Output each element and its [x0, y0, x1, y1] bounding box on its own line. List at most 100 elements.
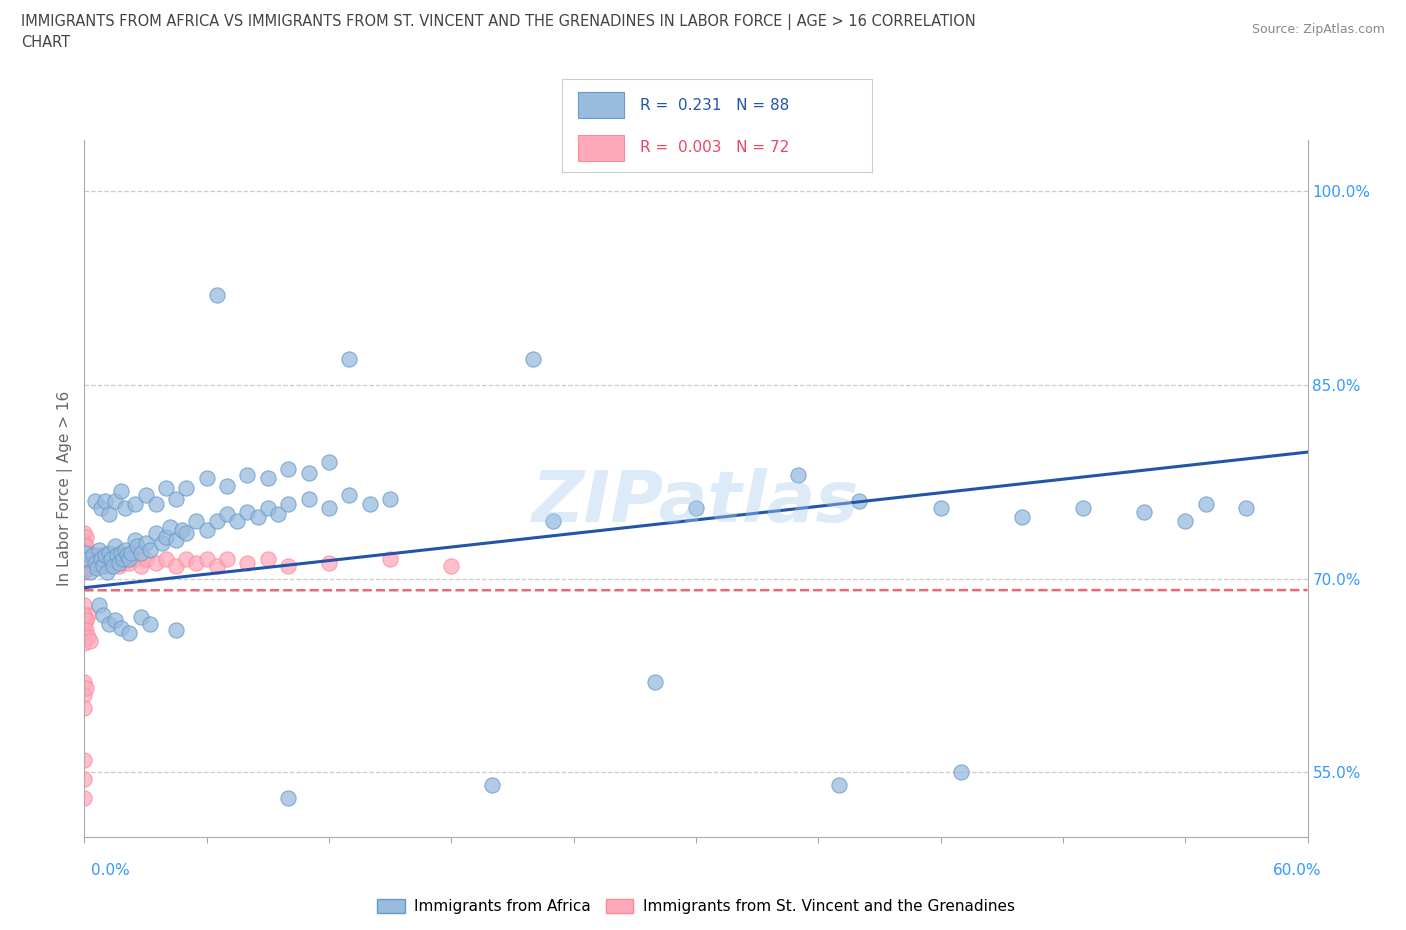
Point [124, 533, 146, 548]
Point [79, 633, 101, 648]
Point [118, 626, 141, 641]
Point [277, 497, 299, 512]
Point [543, 513, 565, 528]
Point [105, 548, 128, 563]
Point [73, 561, 96, 576]
Point [73, 548, 96, 563]
Point [176, 551, 198, 566]
Point [79, 551, 101, 566]
Point [86, 561, 108, 576]
Point [155, 551, 177, 566]
Point [101, 558, 124, 573]
Point [226, 513, 249, 528]
Point [73, 556, 96, 571]
Point [97, 545, 120, 560]
Point [83, 494, 105, 509]
Point [91, 558, 114, 573]
Point [1174, 513, 1197, 528]
Point [82, 548, 104, 563]
Point [105, 551, 128, 566]
Point [145, 526, 167, 541]
Point [236, 504, 259, 519]
Point [195, 471, 218, 485]
Point [277, 461, 299, 476]
Point [110, 484, 132, 498]
Point [380, 551, 402, 566]
Point [828, 777, 851, 792]
Point [73, 597, 96, 612]
Point [195, 522, 218, 537]
Point [318, 500, 340, 515]
Point [318, 556, 340, 571]
Point [97, 507, 120, 522]
Point [73, 636, 96, 651]
Point [339, 352, 361, 366]
Text: 60.0%: 60.0% [1274, 863, 1322, 878]
Point [93, 548, 117, 563]
Point [217, 478, 239, 493]
Point [73, 626, 96, 641]
Point [165, 533, 187, 548]
Point [73, 543, 96, 558]
Point [75, 539, 97, 554]
Point [73, 674, 96, 689]
Point [135, 535, 157, 550]
Point [110, 545, 132, 560]
Point [73, 556, 96, 571]
Point [79, 565, 101, 579]
Point [787, 468, 810, 483]
Point [87, 543, 110, 558]
Point [205, 287, 228, 302]
Point [100, 558, 122, 573]
Point [108, 558, 131, 573]
Point [77, 551, 100, 566]
Point [186, 513, 208, 528]
Point [73, 526, 96, 541]
Point [73, 539, 96, 554]
Point [73, 539, 96, 554]
Point [118, 556, 141, 571]
Point [73, 551, 96, 566]
Point [257, 471, 280, 485]
Point [73, 551, 96, 566]
Point [522, 352, 544, 366]
Point [87, 597, 110, 612]
Point [176, 526, 198, 541]
Point [77, 548, 100, 563]
Point [73, 623, 96, 638]
Point [114, 543, 136, 558]
Point [87, 548, 110, 563]
Point [135, 487, 157, 502]
Point [93, 494, 117, 509]
Y-axis label: In Labor Force | Age > 16: In Labor Force | Age > 16 [58, 391, 73, 586]
Point [79, 556, 101, 571]
Point [73, 617, 96, 631]
Point [195, 551, 218, 566]
Point [77, 551, 100, 566]
Point [101, 548, 124, 563]
Point [145, 497, 167, 512]
Point [73, 687, 96, 702]
Point [73, 565, 96, 579]
Point [644, 674, 666, 689]
Point [82, 548, 104, 563]
Text: 0.0%: 0.0% [91, 863, 131, 878]
Point [138, 617, 160, 631]
Point [165, 558, 187, 573]
Point [440, 558, 463, 573]
Point [165, 491, 187, 506]
Point [205, 513, 228, 528]
Point [86, 556, 108, 571]
Point [124, 497, 146, 512]
Text: CHART: CHART [21, 35, 70, 50]
Point [246, 510, 269, 525]
Text: ZIPatlas: ZIPatlas [533, 468, 859, 537]
Point [114, 551, 136, 566]
Point [73, 535, 96, 550]
Point [236, 556, 259, 571]
Point [1073, 500, 1095, 515]
Point [75, 530, 97, 545]
Point [380, 491, 402, 506]
Point [77, 545, 100, 560]
Text: R =  0.231   N = 88: R = 0.231 N = 88 [640, 98, 789, 113]
